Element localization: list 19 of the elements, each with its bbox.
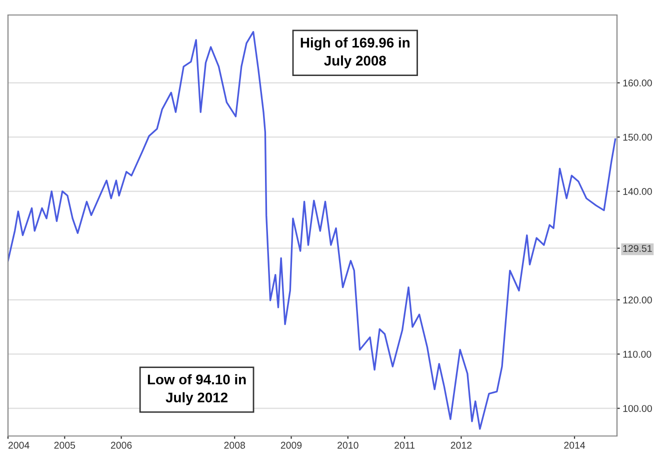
y-tick-label: 150.00 <box>623 134 652 141</box>
x-tick-label: 2004 <box>8 442 30 449</box>
annotation: Low of 94.10 in July 2012 <box>148 374 246 406</box>
y-tick-label: 129.51 <box>623 244 652 252</box>
x-tick-label: 2005 <box>54 442 76 449</box>
x-tick-label: 2008 <box>224 442 245 449</box>
x-tick-label: 2011 <box>394 442 415 449</box>
x-tick-label: 2012 <box>450 442 472 449</box>
x-tick-label: 2009 <box>280 442 302 449</box>
y-tick-label: 100.00 <box>623 405 652 412</box>
y-tick-label: 110.00 <box>623 350 652 358</box>
y-tick-label: 140.00 <box>623 188 652 195</box>
x-tick-label: 2010 <box>338 442 358 449</box>
y-tick-label: 160.00 <box>623 80 652 86</box>
y-tick-label: 120.00 <box>623 296 652 304</box>
x-tick-label: 2006 <box>110 442 132 449</box>
x-tick-label: 2014 <box>564 442 586 449</box>
annotation: High of 169.96 in July 2008 <box>300 37 410 68</box>
line-series <box>8 30 616 430</box>
